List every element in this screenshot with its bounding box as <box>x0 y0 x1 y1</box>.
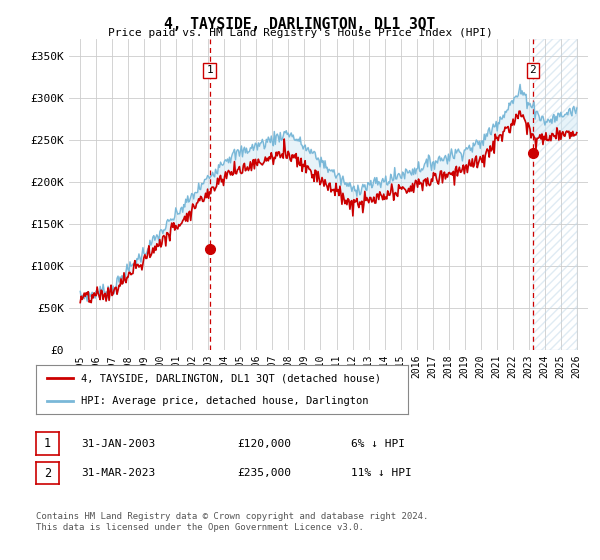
Text: 6% ↓ HPI: 6% ↓ HPI <box>351 438 405 449</box>
Text: 31-MAR-2023: 31-MAR-2023 <box>81 468 155 478</box>
Text: Contains HM Land Registry data © Crown copyright and database right 2024.
This d: Contains HM Land Registry data © Crown c… <box>36 512 428 532</box>
Text: 4, TAYSIDE, DARLINGTON, DL1 3QT: 4, TAYSIDE, DARLINGTON, DL1 3QT <box>164 17 436 32</box>
Text: £235,000: £235,000 <box>237 468 291 478</box>
Text: 31-JAN-2003: 31-JAN-2003 <box>81 438 155 449</box>
Text: 1: 1 <box>206 66 213 75</box>
Text: Price paid vs. HM Land Registry's House Price Index (HPI): Price paid vs. HM Land Registry's House … <box>107 28 493 38</box>
Text: 11% ↓ HPI: 11% ↓ HPI <box>351 468 412 478</box>
Text: 2: 2 <box>529 66 536 75</box>
Text: £120,000: £120,000 <box>237 438 291 449</box>
Text: 1: 1 <box>44 437 51 450</box>
Text: HPI: Average price, detached house, Darlington: HPI: Average price, detached house, Darl… <box>80 396 368 406</box>
Text: 4, TAYSIDE, DARLINGTON, DL1 3QT (detached house): 4, TAYSIDE, DARLINGTON, DL1 3QT (detache… <box>80 374 380 384</box>
Text: 2: 2 <box>44 466 51 480</box>
